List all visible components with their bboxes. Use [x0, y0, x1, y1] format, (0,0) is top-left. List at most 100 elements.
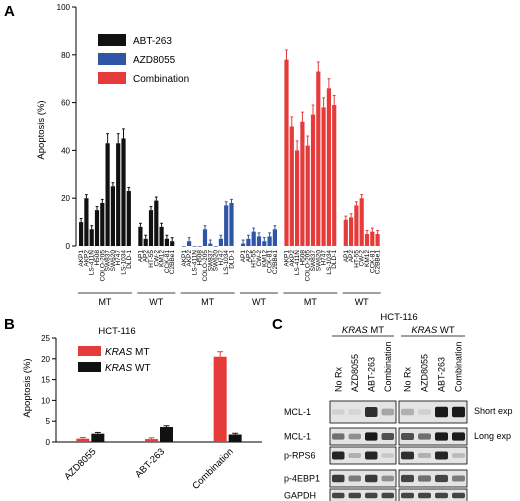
- bar: [262, 241, 267, 246]
- bar: [192, 246, 197, 247]
- bar: [138, 226, 143, 246]
- blot-panel: [398, 469, 468, 488]
- blot-band: [401, 451, 414, 460]
- bar: [359, 198, 364, 246]
- x-tick-label: C2BBe1: [169, 250, 176, 275]
- blot-panel: [398, 446, 468, 465]
- x-tick-label: HT-55: [251, 250, 258, 268]
- bar: [256, 236, 262, 246]
- group-label: MT: [304, 297, 317, 307]
- bar: [202, 229, 208, 246]
- blot-panel: [398, 427, 468, 446]
- y-tick-label: 100: [57, 3, 71, 12]
- legend-label-kras-mt: KRAS MT: [105, 347, 149, 358]
- bar: [197, 246, 202, 247]
- bar: [213, 356, 227, 442]
- x-tick-label: SW837: [105, 250, 112, 272]
- x-tick-label: SW620: [110, 250, 117, 272]
- x-tick-label: COLO-205: [99, 250, 106, 282]
- x-tick-label: AKP1: [284, 250, 291, 267]
- bar: [321, 107, 326, 246]
- blot-exposure-label: Short exp: [474, 406, 513, 416]
- blot-row-label: MCL-1: [284, 407, 311, 417]
- legend-swatch-azd: [98, 53, 126, 65]
- panel-b-legend: KRAS MT KRAS WT: [78, 346, 151, 374]
- bar: [272, 229, 277, 246]
- x-tick-label: SW620: [315, 250, 322, 272]
- x-tick-label: C2BBe1: [272, 250, 279, 275]
- x-tick-label: CCK-81: [369, 250, 376, 274]
- blot-band: [418, 475, 431, 482]
- blot-exposure-label: Long exp: [474, 431, 511, 441]
- x-tick-label: DLD-1: [331, 250, 338, 269]
- panel-b-axes: 0 5 10 15 20 25: [41, 334, 262, 447]
- bar: [76, 438, 90, 442]
- blot-band: [452, 453, 465, 458]
- blot-band: [401, 408, 414, 416]
- panel-a-letter: A: [4, 3, 15, 20]
- bar: [364, 234, 370, 246]
- blot-lane-label: No Rx: [333, 366, 343, 392]
- x-tick-label: LS-411N: [294, 250, 301, 275]
- legend-label-combo: Combination: [133, 74, 189, 85]
- x-tick-label: Combination: [190, 446, 235, 491]
- bar: [375, 234, 380, 246]
- legend-swatch-abt: [98, 34, 126, 46]
- blot-band: [348, 409, 361, 415]
- group-label: MT: [98, 297, 111, 307]
- y-tick-label: 0: [46, 438, 51, 447]
- x-tick-label: AP2: [143, 250, 150, 263]
- blot-lane-label: AZD8055: [420, 354, 430, 392]
- blot-band: [418, 453, 431, 458]
- blot-lane-label: AZD8055: [350, 354, 360, 392]
- blot-band: [435, 406, 448, 418]
- blot-band: [435, 432, 448, 441]
- x-tick-label: AP1: [240, 250, 247, 263]
- blot-band: [452, 406, 465, 418]
- y-tick-label: 0: [66, 242, 71, 251]
- bar: [145, 439, 158, 442]
- blot-band: [348, 492, 361, 499]
- x-tick-label: H508: [197, 250, 204, 266]
- group-label: WT: [252, 297, 266, 307]
- x-tick-label: CCK-81: [164, 250, 171, 274]
- x-tick-label: H508: [299, 250, 306, 266]
- blot-band: [348, 453, 361, 458]
- bar: [354, 205, 359, 246]
- bar: [79, 222, 84, 246]
- panel-c-letter: C: [272, 316, 283, 333]
- x-tick-label: COLO-205: [305, 250, 312, 282]
- blot-cell-line: HCT-116: [380, 312, 417, 323]
- bar: [332, 104, 337, 247]
- panel-a-axes: 0 20 40 60 80 100 MT WT MT WT MT WT: [57, 3, 381, 307]
- x-tick-label: HT-55: [353, 250, 360, 268]
- x-tick-label: LS-411N: [89, 250, 96, 275]
- blot-lane-label: Combination: [454, 341, 464, 392]
- bar: [213, 246, 218, 247]
- bar: [110, 186, 115, 246]
- bar: [164, 238, 169, 246]
- panel-b-y-axis-label: Apoptosis (%): [22, 358, 33, 417]
- y-tick-label: 60: [61, 99, 70, 108]
- y-tick-label: 10: [41, 396, 50, 405]
- x-tick-label: COLO-205: [202, 250, 209, 282]
- panel-b-bars: AZD8055 ABT-263 Combination: [62, 351, 242, 492]
- blot-band: [381, 475, 394, 482]
- blot-panel: [329, 400, 397, 424]
- bar: [208, 243, 213, 246]
- bar: [116, 143, 121, 246]
- bar: [343, 219, 348, 246]
- bar: [91, 433, 105, 442]
- bar: [218, 238, 223, 246]
- legend-swatch-kras-wt: [78, 362, 101, 372]
- blot-panel: [329, 488, 397, 501]
- blot-group-header-rest: WT: [437, 325, 455, 336]
- bar: [89, 229, 94, 246]
- blot-group-header: KRAS MT: [342, 325, 384, 336]
- x-tick-label: KM12: [159, 250, 166, 267]
- group-label: MT: [201, 297, 214, 307]
- blot-band: [365, 474, 378, 483]
- bar: [305, 145, 310, 246]
- blot-panel: [398, 400, 468, 424]
